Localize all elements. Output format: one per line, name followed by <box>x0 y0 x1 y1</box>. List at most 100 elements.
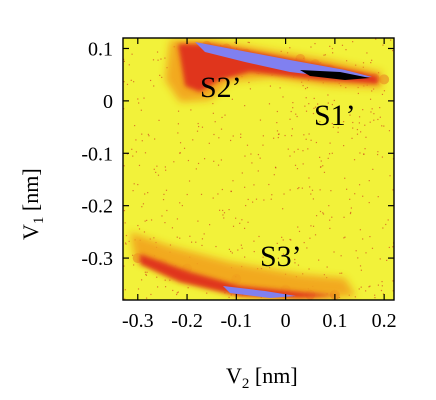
density-dot <box>345 49 347 51</box>
density-dot <box>269 85 272 87</box>
density-dot <box>235 217 237 219</box>
density-dot <box>201 238 204 240</box>
density-dot <box>171 227 174 229</box>
density-dot <box>131 53 133 55</box>
density-dot <box>284 134 286 137</box>
density-dot <box>240 133 242 135</box>
density-dot <box>181 204 183 207</box>
density-dot <box>331 122 333 125</box>
density-dot <box>337 297 339 299</box>
density-dot <box>302 273 304 275</box>
density-dot <box>365 290 367 292</box>
density-dot <box>222 209 224 212</box>
density-dot <box>203 233 205 235</box>
density-dot <box>268 183 270 186</box>
density-dot <box>252 201 254 203</box>
density-dot <box>156 51 159 53</box>
density-dot <box>141 206 143 208</box>
density-dot <box>298 187 300 189</box>
density-dot <box>280 50 282 53</box>
density-dot <box>304 105 306 107</box>
density-dot <box>308 268 310 270</box>
density-dot <box>358 116 361 118</box>
density-dot <box>322 213 325 215</box>
density-dot <box>132 155 134 157</box>
density-dot <box>329 45 331 47</box>
density-dot <box>262 144 264 146</box>
density-dot <box>152 59 155 61</box>
density-dot <box>310 46 312 48</box>
density-dot <box>230 294 232 296</box>
density-dot <box>362 62 365 64</box>
density-dot <box>273 174 275 176</box>
density-dot <box>341 44 344 46</box>
density-dot <box>370 62 372 64</box>
density-dot <box>145 297 148 299</box>
density-dot <box>221 116 223 119</box>
density-dot <box>319 156 321 158</box>
density-dot <box>124 242 127 244</box>
density-dot <box>355 250 357 252</box>
density-dot <box>364 148 366 150</box>
density-dot <box>372 88 375 90</box>
density-dot <box>126 153 129 155</box>
density-dot <box>322 212 324 214</box>
density-dot <box>351 137 353 139</box>
density-dot <box>330 190 332 192</box>
density-dot <box>262 135 264 137</box>
density-dot <box>189 235 191 237</box>
density-dot <box>137 288 140 290</box>
density-dot <box>271 194 273 196</box>
density-dot <box>157 59 159 61</box>
density-dot <box>294 164 297 166</box>
density-dot <box>212 102 214 105</box>
density-dot <box>165 169 167 171</box>
density-dot <box>128 240 130 243</box>
density-dot <box>203 158 206 160</box>
density-dot <box>213 133 215 136</box>
density-dot <box>371 59 373 61</box>
density-dot <box>327 94 329 96</box>
density-dot <box>381 156 384 158</box>
density-dot <box>164 166 166 168</box>
density-dot <box>161 76 163 78</box>
density-dot <box>392 290 394 292</box>
density-dot <box>276 130 279 132</box>
density-dot <box>240 244 242 246</box>
density-dot <box>332 126 334 128</box>
density-dot <box>282 96 284 98</box>
density-dot <box>128 64 130 66</box>
density-dot <box>373 113 375 115</box>
density-dot <box>159 74 161 76</box>
density-dot <box>142 203 145 205</box>
density-dot <box>289 118 291 120</box>
density-dot <box>160 58 162 60</box>
density-dot <box>298 230 301 233</box>
density-dot <box>273 137 275 139</box>
density-dot <box>294 258 296 261</box>
density-dot <box>138 164 141 167</box>
density-dot <box>379 258 381 260</box>
density-dot <box>132 254 134 256</box>
density-dot <box>240 136 242 138</box>
density-dot <box>382 293 385 295</box>
density-dot <box>329 227 331 230</box>
density-dot <box>315 141 318 144</box>
density-dot <box>268 103 271 105</box>
density-dot <box>292 107 294 109</box>
density-dot <box>157 174 160 176</box>
density-dot <box>230 250 232 253</box>
density-dot <box>314 42 316 45</box>
density-dot <box>215 245 217 248</box>
density-dot <box>296 115 298 118</box>
density-dot <box>206 292 208 294</box>
density-dot <box>223 217 225 219</box>
x-tick-label: 0.2 <box>372 310 397 332</box>
density-dot <box>296 168 299 170</box>
density-dot <box>358 122 360 124</box>
density-dot <box>244 186 246 188</box>
density-dot <box>350 207 352 209</box>
density-dot <box>329 142 331 144</box>
density-dot <box>303 241 305 244</box>
